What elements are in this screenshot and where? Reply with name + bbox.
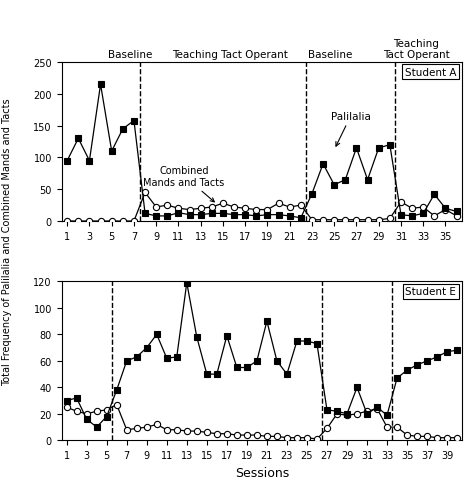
Text: Student A: Student A: [405, 68, 456, 77]
X-axis label: Sessions: Sessions: [235, 466, 289, 479]
Text: Palilalia: Palilalia: [331, 111, 371, 147]
Text: Baseline: Baseline: [108, 50, 152, 60]
Text: Total Frequency of Palilalia and Combined Mands and Tacts: Total Frequency of Palilalia and Combine…: [2, 98, 12, 386]
Text: Teaching Tact Operant: Teaching Tact Operant: [172, 50, 288, 60]
Text: Combined
Mands and Tacts: Combined Mands and Tacts: [143, 166, 225, 202]
Text: Baseline: Baseline: [308, 50, 352, 60]
Text: Teaching
Tact Operant: Teaching Tact Operant: [383, 39, 449, 60]
Text: Student E: Student E: [405, 287, 456, 297]
